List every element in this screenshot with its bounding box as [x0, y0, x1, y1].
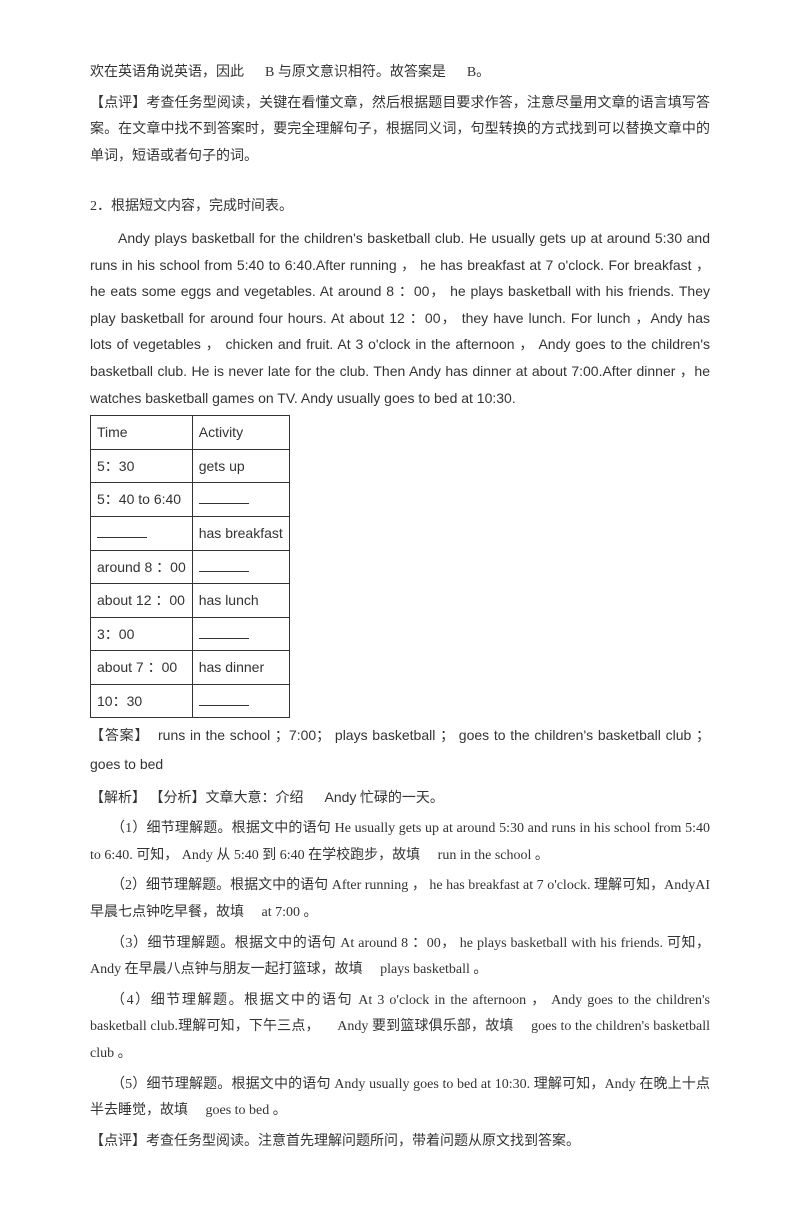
- review-label-2: 【点评】: [90, 1134, 146, 1149]
- analysis-gist: 【解析】 【分析】文章大意：介绍Andy 忙碌的一天。: [90, 784, 710, 813]
- fenxi-label: 【分析】: [150, 791, 206, 806]
- question-2-passage: Andy plays basketball for the children's…: [90, 225, 710, 411]
- intro-line-1: 欢在英语角说英语，因此B 与原文意识相符。故答案是B。: [90, 60, 710, 87]
- cell-activity: has dinner: [192, 651, 289, 685]
- table-row: has breakfast: [91, 516, 290, 550]
- table-header-row: Time Activity: [91, 416, 290, 450]
- table-row: 5：40 to 6:40: [91, 483, 290, 517]
- analysis-item: （4）细节理解题。根据文中的语句 At 3 o'clock in the aft…: [90, 988, 710, 1068]
- question-2-stem: 2．根据短文内容，完成时间表。: [90, 194, 710, 221]
- analysis-item: （5）细节理解题。根据文中的语句 Andy usually goes to be…: [90, 1072, 710, 1125]
- cell-time: [91, 516, 193, 550]
- cell-time: 10：30: [91, 684, 193, 718]
- table-row: 5：30gets up: [91, 449, 290, 483]
- cell-time: about 12 ：00: [91, 584, 193, 618]
- answer-block: 【答案】 runs in the school ；7:00； plays bas…: [90, 722, 710, 779]
- analysis-item: （1）细节理解题。根据文中的语句 He usually gets up at a…: [90, 816, 710, 869]
- review-label: 【点评】: [90, 96, 146, 111]
- table-row: about 12 ：00has lunch: [91, 584, 290, 618]
- table-row: 10：30: [91, 684, 290, 718]
- cell-time: 5：40 to 6:40: [91, 483, 193, 517]
- intro-review: 【点评】考查任务型阅读，关键在看懂文章，然后根据题目要求作答，注意尽量用文章的语…: [90, 91, 710, 171]
- cell-time: around 8 ：00: [91, 550, 193, 584]
- header-time: Time: [91, 416, 193, 450]
- table-row: 3：00: [91, 617, 290, 651]
- cell-activity: [192, 483, 289, 517]
- cell-time: 5：30: [91, 449, 193, 483]
- header-activity: Activity: [192, 416, 289, 450]
- cell-activity: [192, 684, 289, 718]
- cell-activity: gets up: [192, 449, 289, 483]
- cell-activity: [192, 550, 289, 584]
- cell-activity: has lunch: [192, 584, 289, 618]
- cell-activity: has breakfast: [192, 516, 289, 550]
- cell-activity: [192, 617, 289, 651]
- schedule-table: Time Activity 5：30gets up5：40 to 6:40has…: [90, 415, 290, 718]
- table-row: about 7 ：00has dinner: [91, 651, 290, 685]
- answer-label: 【答案】: [90, 729, 149, 744]
- analysis-item: （3）细节理解题。根据文中的语句 At around 8 ：00， he pla…: [90, 931, 710, 984]
- analysis-item: （2）细节理解题。根据文中的语句 After running ， he has …: [90, 873, 710, 926]
- cell-time: 3：00: [91, 617, 193, 651]
- analysis-label: 【解析】: [90, 791, 146, 806]
- table-row: around 8 ：00: [91, 550, 290, 584]
- cell-time: about 7 ：00: [91, 651, 193, 685]
